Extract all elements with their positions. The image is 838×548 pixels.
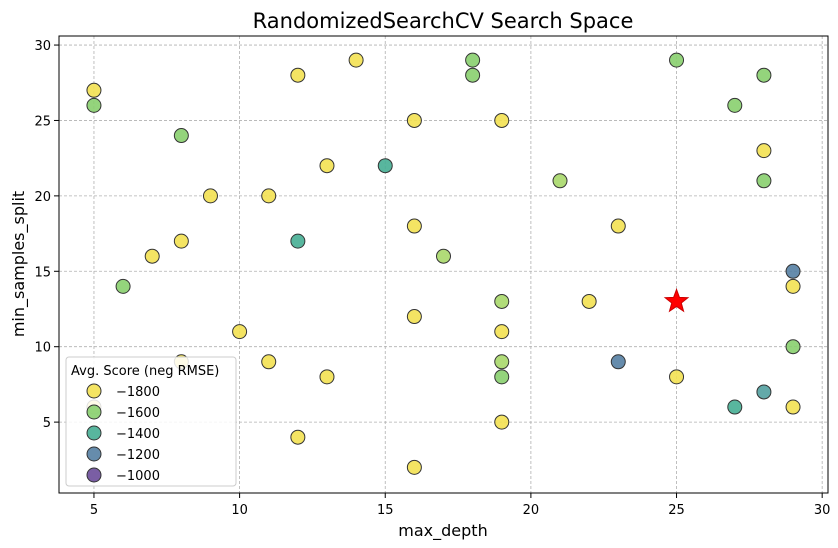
legend-swatch [86,446,102,462]
x-axis-ticks: 5 10 15 20 25 30 [90,493,831,518]
scatter-point [494,112,510,128]
scatter-point [494,293,510,309]
scatter-point [319,369,335,385]
x-tick-label: 20 [523,503,540,518]
scatter-point [465,67,481,83]
scatter-point [377,158,393,174]
scatter-point [669,369,685,385]
scatter-point [115,278,131,294]
scatter-point [144,248,160,264]
scatter-point [406,459,422,475]
scatter-point [290,67,306,83]
scatter-point [756,143,772,159]
y-axis-label: min_samples_split [9,191,29,337]
scatter-point [406,112,422,128]
scatter-point [494,354,510,370]
scatter-point [348,52,364,68]
scatter-point [494,414,510,430]
legend-swatch [86,404,102,420]
scatter-point [785,399,801,415]
legend-label: −1600 [116,406,160,421]
x-tick-label: 10 [231,503,248,518]
legend-swatch [86,467,102,483]
scatter-point [261,354,277,370]
scatter-point [494,369,510,385]
legend-box [65,356,237,487]
scatter-point [756,384,772,400]
scatter-point [610,218,626,234]
y-tick-label: 25 [34,114,51,129]
legend-label: −1800 [116,385,160,400]
scatter-point [202,188,218,204]
legend-label: −1000 [116,469,160,484]
y-tick-label: 20 [34,190,51,205]
x-tick-label: 25 [668,503,685,518]
scatter-point [319,158,335,174]
scatter-point [261,188,277,204]
scatter-point [785,263,801,279]
y-axis-ticks: 5 10 15 20 25 30 [34,39,59,431]
scatter-point [290,429,306,445]
y-tick-label: 10 [34,341,51,356]
scatter-point [290,233,306,249]
y-tick-label: 5 [43,416,51,431]
scatter-point [756,67,772,83]
grid-lines [59,36,828,493]
scatter-point [86,82,102,98]
chart-title: RandomizedSearchCV Search Space [253,9,634,33]
scatter-point [552,173,568,189]
best-marker [663,288,690,313]
legend-swatch [86,425,102,441]
scatter-point [610,354,626,370]
scatter-point [406,309,422,325]
scatter-point [756,173,772,189]
scatter-point [494,324,510,340]
scatter-point [581,293,597,309]
plot-frame [58,35,829,494]
best-point-star [663,288,690,313]
legend-title: Avg. Score (neg RMSE) [71,364,219,379]
scatter-point [406,218,422,234]
scatter-point [727,399,743,415]
scatter-point [785,339,801,355]
y-tick-label: 30 [34,39,51,54]
scatter-point [727,97,743,113]
scatter-point [669,52,685,68]
scatter-point [436,248,451,264]
scatter-point [232,324,248,340]
scatter-point [86,97,102,113]
x-tick-label: 5 [90,503,98,518]
scatter-point [173,128,189,144]
x-tick-label: 30 [814,503,831,518]
legend-swatch [86,383,102,399]
y-tick-label: 15 [34,265,51,280]
x-axis-label: max_depth [398,521,487,541]
legend-label: −1400 [116,427,160,442]
legend: Avg. Score (neg RMSE) −1800 −1600 −1400 −120… [65,356,237,487]
scatter-point [465,52,481,68]
scatter-point [173,233,189,249]
scatter-point [785,278,801,294]
x-tick-label: 15 [377,503,394,518]
legend-label: −1200 [116,448,160,463]
